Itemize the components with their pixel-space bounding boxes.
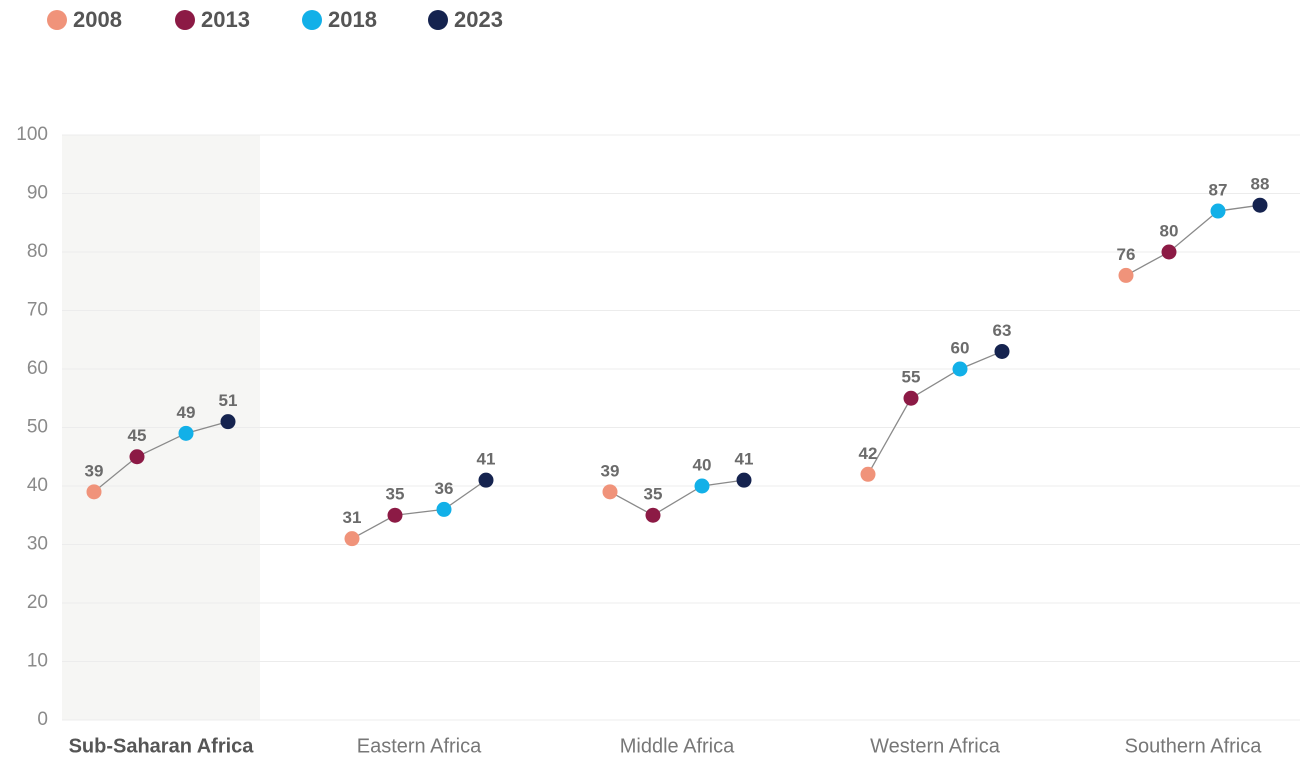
data-label: 88 [1251, 175, 1270, 194]
y-tick-label: 70 [27, 300, 48, 321]
data-label: 31 [343, 508, 362, 527]
connector-line [93, 421, 229, 493]
dot [994, 343, 1010, 359]
data-label: 35 [386, 485, 405, 504]
data-label: 41 [477, 450, 496, 469]
dot [86, 484, 102, 500]
y-tick-label: 40 [27, 475, 48, 496]
data-label: 39 [85, 461, 104, 480]
connector-line [867, 350, 1003, 475]
y-tick-label: 90 [27, 183, 48, 204]
legend-label: 2023 [454, 7, 503, 32]
connector-line [351, 479, 487, 540]
x-tick-label: Eastern Africa [357, 735, 482, 757]
data-label: 45 [128, 426, 147, 445]
data-label: 39 [601, 461, 620, 480]
x-tick-label: Sub-Saharan Africa [69, 735, 255, 757]
dot [694, 478, 710, 494]
dot [860, 466, 876, 482]
data-label: 80 [1160, 221, 1179, 240]
connector-line [609, 479, 745, 516]
data-label: 51 [219, 391, 238, 410]
data-label: 35 [644, 485, 663, 504]
legend-marker [302, 10, 322, 30]
dot [436, 501, 452, 517]
data-label: 63 [993, 321, 1012, 340]
legend-label: 2018 [328, 7, 377, 32]
dot [129, 449, 145, 465]
y-tick-label: 20 [27, 592, 48, 613]
dot [178, 425, 194, 441]
x-tick-label: Middle Africa [620, 735, 735, 757]
dot [602, 484, 618, 500]
data-label: 87 [1209, 181, 1228, 200]
data-label: 49 [177, 403, 196, 422]
dot [1161, 244, 1177, 260]
dot [344, 531, 360, 547]
dot [220, 414, 236, 430]
dot [952, 361, 968, 377]
y-tick-label: 80 [27, 241, 48, 262]
legend-marker [428, 10, 448, 30]
connector-line [1125, 204, 1261, 276]
dot [1210, 203, 1226, 219]
dot [903, 390, 919, 406]
y-tick-label: 0 [37, 709, 48, 730]
dot [478, 472, 494, 488]
data-label: 40 [693, 455, 712, 474]
dot [1252, 197, 1268, 213]
x-tick-label: Western Africa [870, 735, 1001, 757]
y-tick-label: 100 [16, 124, 48, 145]
legend-label: 2008 [73, 7, 122, 32]
data-label: 42 [859, 444, 878, 463]
legend-label: 2013 [201, 7, 250, 32]
y-tick-label: 50 [27, 417, 48, 438]
data-label: 60 [951, 338, 970, 357]
data-label: 55 [902, 368, 921, 387]
dot [645, 507, 661, 523]
data-label: 36 [435, 479, 454, 498]
dot [387, 507, 403, 523]
y-tick-label: 60 [27, 358, 48, 379]
y-tick-label: 10 [27, 651, 48, 672]
x-tick-label: Southern Africa [1125, 735, 1263, 757]
data-label: 76 [1117, 245, 1136, 264]
y-tick-label: 30 [27, 534, 48, 555]
data-label: 41 [735, 450, 754, 469]
dot [736, 472, 752, 488]
legend-marker [175, 10, 195, 30]
dot [1118, 267, 1134, 283]
legend-marker [47, 10, 67, 30]
